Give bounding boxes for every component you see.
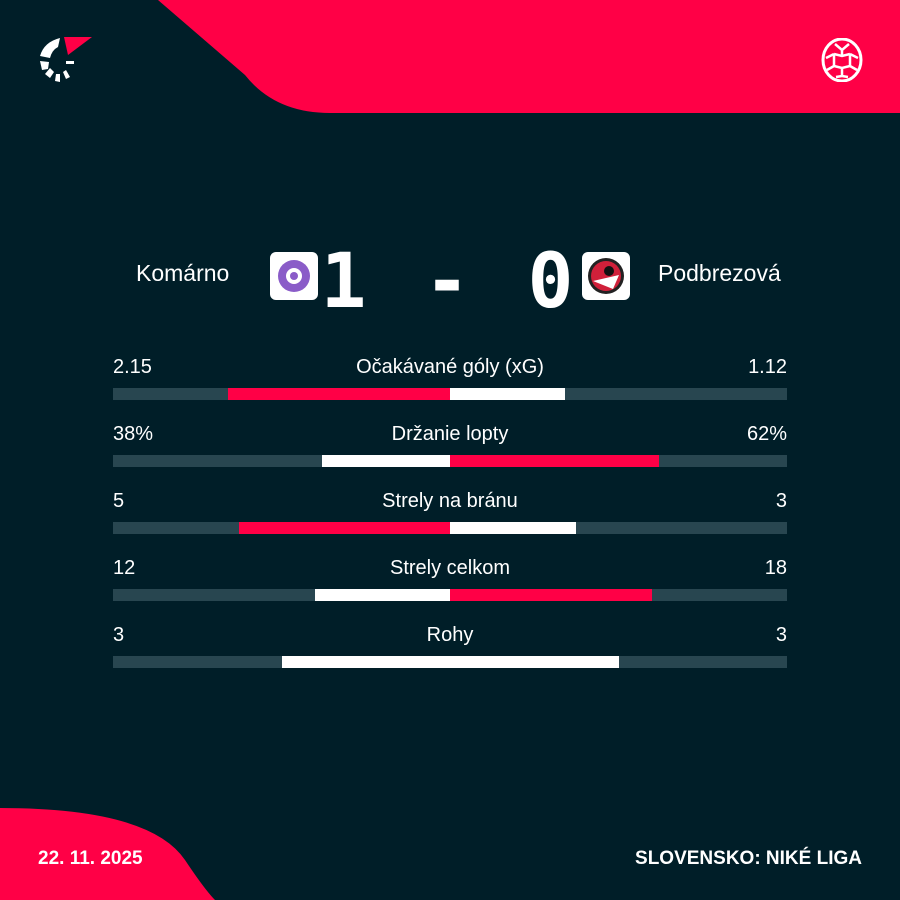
stat-home-value: 2.15 [113, 356, 152, 378]
stat-bar-track [113, 522, 787, 534]
stat-row: 12 Strely celkom 18 [113, 557, 787, 617]
away-team-crest [582, 252, 630, 300]
stat-bar-home [281, 656, 450, 668]
soccer-ball-icon [821, 38, 863, 82]
match-score: 1 - 0 [320, 236, 580, 325]
stat-bar-away [450, 388, 566, 400]
stat-bar-home [321, 455, 450, 467]
stat-home-value: 5 [113, 490, 125, 512]
stat-bar-home [239, 522, 450, 534]
stat-bar-away [450, 522, 577, 534]
home-team-name: Komárno [136, 260, 230, 286]
stat-home-value: 3 [113, 624, 125, 646]
stat-row: 5 Strely na bránu 3 [113, 490, 787, 550]
stat-label: Držanie lopty [391, 423, 509, 445]
stat-row: 38% Držanie lopty 62% [113, 423, 787, 483]
stat-bar-track [113, 388, 787, 400]
stat-bar-home [228, 388, 450, 400]
stat-label: Strely na bránu [382, 490, 518, 512]
stat-bar-away [450, 656, 619, 668]
stat-label: Rohy [426, 624, 474, 646]
stat-away-value: 1.12 [748, 356, 787, 378]
komarno-crest-icon [278, 260, 310, 292]
stat-bar-home [315, 589, 450, 601]
stat-home-value: 12 [113, 557, 136, 579]
stat-away-value: 62% [746, 423, 787, 445]
stat-label: Strely celkom [389, 557, 511, 579]
home-team-crest [270, 252, 318, 300]
stat-bar-track [113, 656, 787, 668]
stat-away-value: 3 [775, 624, 787, 646]
stat-bar-away [450, 589, 653, 601]
stat-away-value: 3 [775, 490, 787, 512]
stat-bar-away [450, 455, 659, 467]
match-date: 22. 11. 2025 [38, 848, 143, 869]
stat-row: 2.15 Očakávané góly (xG) 1.12 [113, 356, 787, 416]
stat-away-value: 18 [764, 557, 787, 579]
stat-bar-track [113, 589, 787, 601]
away-team-name: Podbrezová [658, 260, 781, 286]
stat-row: 3 Rohy 3 [113, 624, 787, 684]
stat-label: Očakávané góly (xG) [356, 356, 544, 378]
stat-bar-track [113, 455, 787, 467]
stat-home-value: 38% [113, 423, 154, 445]
flashscore-logo-icon [40, 37, 92, 82]
league-name: SLOVENSKO: NIKÉ LIGA [635, 848, 862, 869]
podbrezova-crest-icon [588, 258, 624, 294]
